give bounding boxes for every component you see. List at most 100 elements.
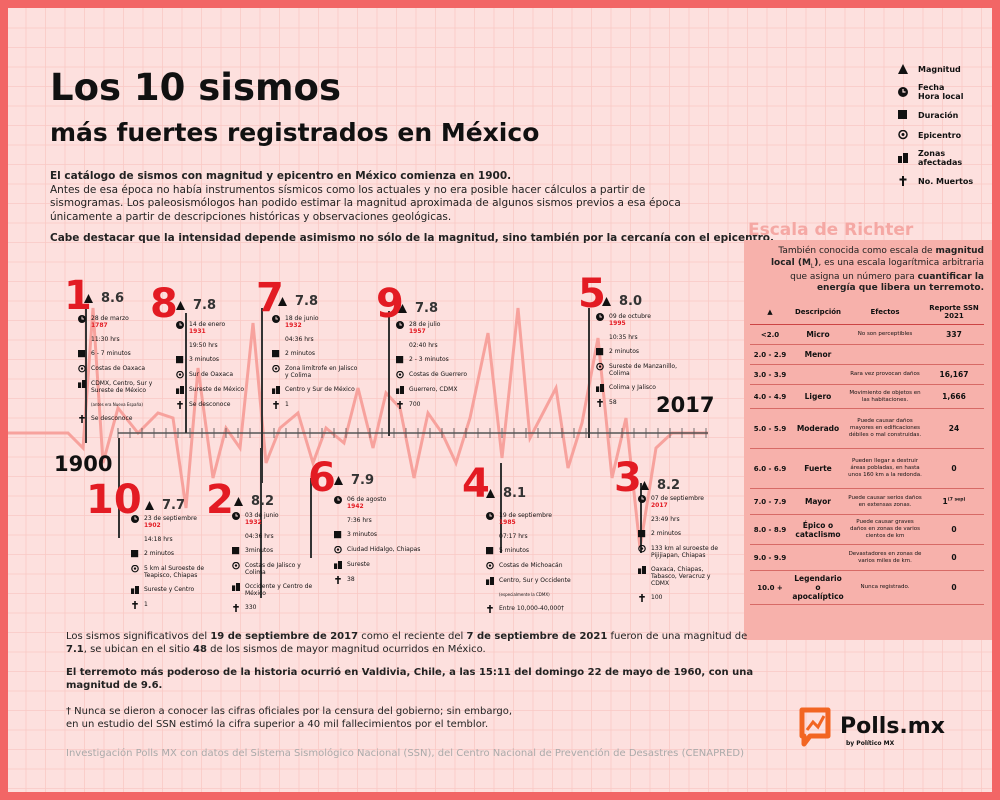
quake-rank: 4 — [462, 461, 490, 507]
richter-report: 337 — [924, 324, 984, 345]
quake-marker-line — [118, 438, 120, 538]
clock-icon — [898, 87, 908, 97]
richter-description: Épico o cataclismo — [790, 514, 846, 545]
footer-p1-g: , se ubican en el sitio — [83, 644, 193, 655]
quake-epicenter-row: Costas de Michoacán — [486, 562, 576, 570]
timeline-start-year: 1900 — [54, 452, 113, 476]
quake-date-row: 28 de julio 1957 02:40 hrs — [396, 321, 486, 349]
quake-magnitude: 8.2 — [234, 494, 274, 509]
quake-card: 14 de enero 1931 19:50 hrs 3 minutos Sur de… — [176, 321, 266, 416]
richter-row: 2.0 - 2.9 Menor — [750, 344, 984, 365]
quake-date: 03 de junio — [245, 512, 279, 519]
richter-row: 5.0 - 5.9 Moderado Puede causar daños mayo… — [750, 408, 984, 449]
quake-deaths: 330 — [245, 604, 257, 611]
footer-p1-i: de los sismos de mayor magnitud ocurrido… — [206, 644, 486, 655]
quake-date-row: 23 de septiembre 1902 14:18 hrs — [131, 515, 221, 543]
quake-card: 07 de septiembre 2017 23:49 hrs 2 minutos 1… — [638, 495, 728, 609]
quake-time: 04:36 hrs — [245, 533, 274, 540]
richter-effects: Puede causar serios daños en extensas zo… — [846, 488, 924, 515]
richter-report-note: (7 sep) — [947, 497, 966, 503]
cross-icon — [899, 176, 907, 186]
quake-datetime: 03 de junio 1932 04:36 hrs — [245, 512, 279, 540]
quake-deaths: 38 — [347, 576, 355, 583]
quake-year: 1995 — [609, 320, 626, 327]
clock-icon — [78, 315, 86, 323]
legend-deaths-label: No. Muertos — [918, 176, 974, 186]
triangle-icon — [486, 489, 495, 498]
quake-datetime: 18 de junio 1932 04:36 hrs — [285, 315, 319, 343]
quake-zones-row: Sureste de México — [176, 386, 266, 394]
richter-magnitude: 5.0 - 5.9 — [750, 408, 790, 449]
legend-deaths: No. Muertos — [898, 175, 988, 187]
richter-row: <2.0 Micro No son perceptibles 337 — [750, 324, 984, 345]
quake-magnitude-value: 8.2 — [657, 478, 681, 493]
richter-magnitude: 9.0 - 9.9 — [750, 544, 790, 571]
quake-zones-row: Occidente y Centro de México — [232, 583, 322, 597]
location-pin-icon — [486, 562, 494, 570]
quake-magnitude-value: 8.0 — [619, 294, 643, 309]
richter-row: 4.0 - 4.9 Ligero Movimiento de objetos en … — [750, 384, 984, 409]
square-icon — [596, 348, 604, 356]
quake-date: 18 de junio — [285, 315, 319, 322]
quake-time: 10:35 hrs — [609, 334, 638, 341]
richter-desc-2: , es una escala logarítmica arbitraria q… — [790, 257, 984, 282]
quake-duration: 2 minutos — [285, 350, 315, 357]
quake-epicenter-row: Costas de Oaxaca — [78, 365, 168, 373]
quake-magnitude: 7.8 — [176, 298, 216, 313]
richter-col-description: Descripción — [790, 300, 846, 325]
richter-row: 10.0 + Legendario o apocalíptico Nunca reg… — [750, 570, 984, 605]
quake-zones-block: Oaxaca, Chiapas, Tabasco, Veracruz y CDM… — [651, 566, 728, 587]
cross-icon — [487, 605, 493, 613]
polls-logo-icon — [799, 707, 831, 747]
richter-desc-1: También conocida como escala de — [778, 246, 936, 256]
quake-magnitude-value: 7.7 — [162, 498, 186, 513]
quake-time: 11:30 hrs — [91, 336, 120, 343]
timeline-end-year: 2017 — [656, 393, 715, 417]
quake-datetime: 14 de enero 1931 19:50 hrs — [189, 321, 225, 349]
quake-duration-row: 6 - 7 minutos — [78, 350, 168, 358]
richter-report: 1(7 sep) — [924, 488, 984, 515]
richter-desc-bold-1: magnitud local (M — [770, 246, 984, 268]
richter-magnitude: 4.0 - 4.9 — [750, 384, 790, 409]
quake-epicenter: Costas de Guerrero — [409, 371, 467, 378]
richter-report: 0 — [924, 544, 984, 571]
quake-epicenter: Sureste de Manzanillo, Colima — [609, 363, 677, 377]
quake-card: 19 de septiembre 1985 07:17 hrs 5 minutos C… — [486, 512, 576, 620]
richter-col-report: Reporte SSN 2021 — [924, 300, 984, 325]
quake-year: 1932 — [245, 519, 262, 526]
richter-row: 6.0 - 6.9 Fuerte Pueden llegar a destruir … — [750, 448, 984, 489]
quake-deaths: Entre 10,000-40,000† — [499, 605, 565, 612]
quake-zones-block: Colima y Jalisco — [609, 384, 656, 391]
quake-zones-block: Guerrero, CDMX — [409, 386, 457, 393]
quake-card: 18 de junio 1932 04:36 hrs 2 minutos Zona l… — [272, 315, 362, 416]
quake-datetime: 19 de septiembre 1985 07:17 hrs — [499, 512, 552, 540]
buildings-icon — [898, 153, 908, 163]
quake-epicenter-row: Sureste de Manzanillo, Colima — [596, 363, 686, 377]
legend-zones-label-1: Zonas — [918, 149, 946, 158]
quake-datetime: 06 de agosto 1942 7:36 hrs — [347, 496, 386, 524]
cross-icon — [597, 399, 603, 407]
richter-table: ▲ Descripción Efectos Reporte SSN 2021 <… — [750, 300, 984, 605]
quake-year: 1957 — [409, 328, 426, 335]
legend-magnitude-label: Magnitud — [918, 64, 961, 74]
quake-magnitude-value: 8.2 — [251, 494, 275, 509]
quake-epicenter: 5 km al Suroeste de Teapisco, Chiapas — [144, 565, 205, 579]
quake-magnitude: 8.6 — [84, 291, 124, 306]
richter-effects: No son perceptibles — [846, 324, 924, 345]
richter-description: Moderado — [790, 408, 846, 449]
richter-effects: Devastadores en zonas de varios miles de… — [846, 544, 924, 571]
triangle-icon — [602, 297, 611, 306]
quake-duration-row: 2 minutos — [131, 550, 221, 558]
richter-report-value: 1,666 — [942, 392, 966, 401]
richter-desc-bold-2: cuantificar la energía que libera un ter… — [816, 271, 984, 294]
quake-rank: 9 — [376, 281, 404, 327]
quake-card: 06 de agosto 1942 7:36 hrs 3 minutos Ciudad… — [334, 496, 424, 591]
quake-datetime: 07 de septiembre 2017 23:49 hrs — [651, 495, 704, 523]
location-pin-icon — [334, 546, 342, 554]
seismograph-wave — [8, 307, 708, 549]
quake-date-row: 19 de septiembre 1985 07:17 hrs — [486, 512, 576, 540]
quake-duration: 5 minutos — [499, 547, 529, 554]
richter-report-value: 0 — [951, 553, 957, 562]
richter-report: 0 — [924, 570, 984, 605]
intro-bold: El catálogo de sismos con magnitud y epi… — [50, 170, 512, 182]
